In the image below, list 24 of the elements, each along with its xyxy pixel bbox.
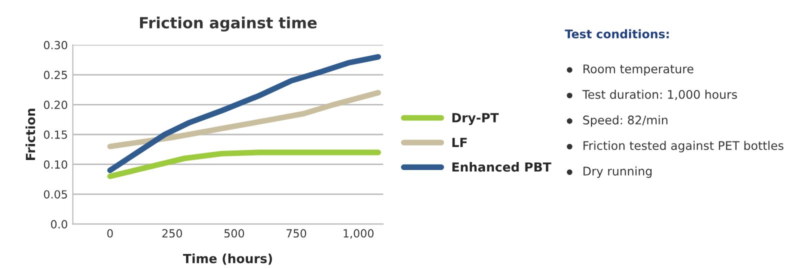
x-tick-label: 500 xyxy=(224,229,244,238)
chart-title: Friction against time xyxy=(140,16,317,32)
text: Room temperature xyxy=(584,64,694,76)
y-tick-label: 0.20 xyxy=(44,100,68,110)
x-tick-label: 750 xyxy=(286,229,306,238)
x-tick-label: 0 xyxy=(107,229,113,238)
legend-label: Dry-PT xyxy=(452,113,499,125)
y-tick-label: 0.15 xyxy=(44,130,67,139)
y-tick-label: 0.0 xyxy=(51,220,68,228)
y-tick-label: 0.25 xyxy=(44,70,67,80)
text: Dry running xyxy=(584,166,652,178)
x-axis-title: Time (hours) xyxy=(183,254,272,265)
x-tick-label: 250 xyxy=(162,229,182,238)
legend-label: Enhanced PBT xyxy=(452,162,552,172)
y-tick-label: 0.05 xyxy=(44,190,67,199)
y-tick-label: 0.30 xyxy=(44,40,68,50)
text: Friction tested against PET bottles xyxy=(584,140,784,152)
x-tick-label: 1,000 xyxy=(344,229,374,239)
text: Test duration: 1,000 hours xyxy=(582,90,737,100)
y-axis-title: Friction xyxy=(26,108,36,160)
text: Test conditions: xyxy=(564,29,669,38)
legend-label: LF xyxy=(452,138,467,147)
text: Speed: 82/min xyxy=(583,115,668,127)
y-tick-label: 0.10 xyxy=(44,160,68,169)
